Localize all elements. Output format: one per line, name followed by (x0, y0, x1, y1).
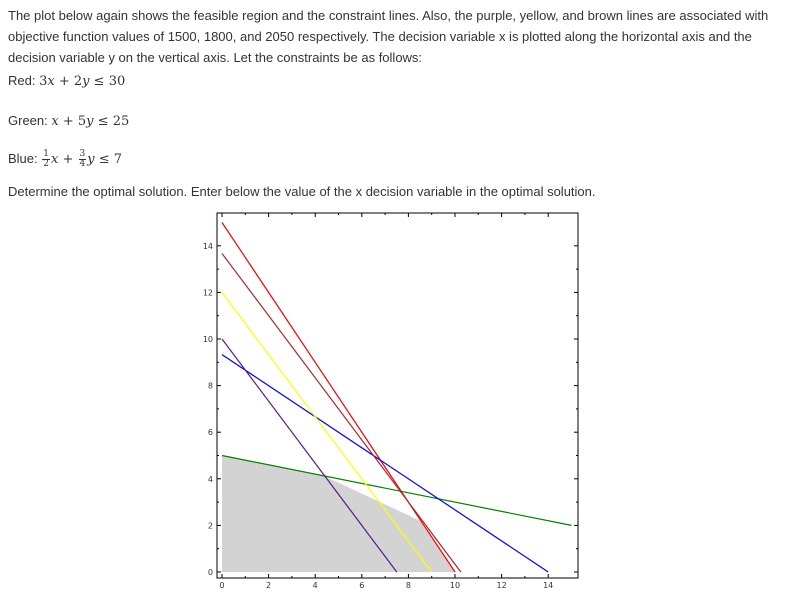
term: 5y (77, 114, 94, 129)
y-tick-label: 10 (203, 335, 213, 344)
y-tick-label: 4 (208, 475, 213, 484)
y-tick-label: 8 (208, 382, 213, 391)
series-line-2 (221, 354, 549, 573)
y-tick-label: 6 (208, 428, 213, 437)
operator: + (58, 152, 78, 167)
constraint-expression: 3x + 2y ≤ 30 (39, 74, 125, 89)
term: x (51, 114, 59, 129)
rhs: 30 (108, 74, 126, 89)
denominator: 4 (79, 159, 86, 169)
operator: ≤ (94, 152, 114, 167)
x-tick-label: 10 (450, 581, 460, 590)
variable: y (87, 152, 95, 167)
question-intro: The plot below again shows the feasible … (8, 8, 769, 65)
plot-frame (216, 212, 579, 579)
numerator: 1 (42, 149, 50, 160)
variable: x (51, 152, 59, 167)
x-tick-label: 2 (266, 581, 271, 590)
feasible-region (222, 455, 455, 572)
y-tick-label: 2 (208, 521, 213, 530)
series-line-5 (221, 253, 462, 573)
operator: ≤ (89, 74, 109, 89)
numerator: 3 (78, 149, 87, 160)
series-line-1 (221, 454, 572, 526)
x-tick-label: 0 (219, 581, 224, 590)
term: 3x (39, 74, 55, 89)
y-tick-label: 12 (203, 288, 213, 297)
constraint-expression: x + 5y ≤ 25 (51, 114, 129, 129)
rhs: 25 (112, 114, 130, 129)
denominator: 2 (43, 159, 49, 169)
series-line-0 (221, 222, 456, 573)
term: 2y (73, 74, 90, 89)
x-tick-label: 6 (359, 581, 364, 590)
series-line-4 (221, 292, 433, 573)
y-tick-label: 0 (208, 568, 213, 577)
operator: + (58, 114, 78, 129)
x-tick-label: 8 (406, 581, 411, 590)
y-tick-label: 14 (203, 242, 213, 251)
x-tick-label: 12 (497, 581, 507, 590)
x-tick-label: 14 (543, 581, 553, 590)
constraint-label: Green: (8, 113, 48, 128)
constraint-red: Red: 3x + 2y ≤ 30 (8, 73, 125, 89)
operator: + (54, 74, 74, 89)
operator: ≤ (93, 114, 113, 129)
question-prompt: Determine the optimal solution. Enter be… (8, 184, 596, 199)
rhs: 7 (113, 152, 123, 167)
question-text: The plot below again shows the feasible … (8, 5, 773, 199)
constraint-label: Blue: (8, 151, 38, 166)
series-line-3 (221, 338, 398, 573)
constraint-green: Green: x + 5y ≤ 25 (8, 113, 129, 129)
x-tick-label: 4 (313, 581, 318, 590)
constraint-label: Red: (8, 73, 36, 88)
